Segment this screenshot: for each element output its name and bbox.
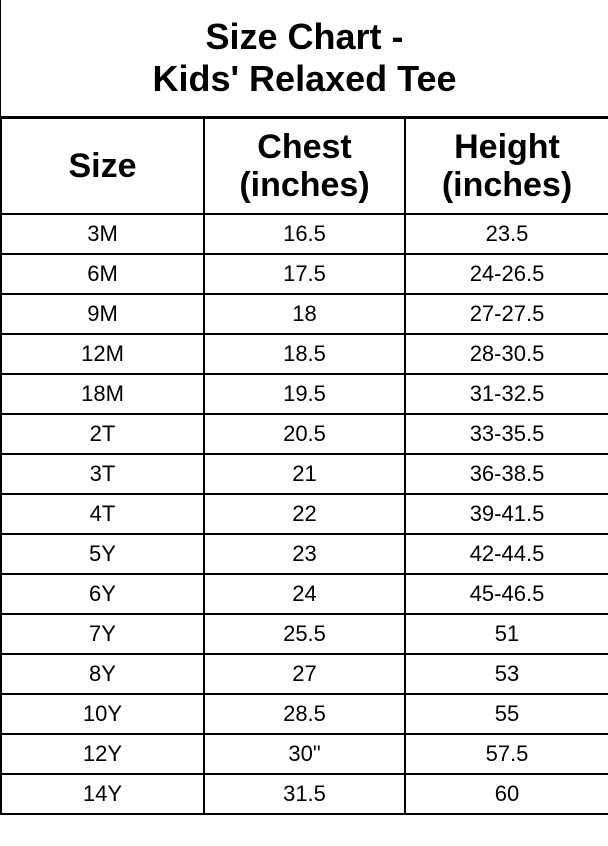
size-cell: 10Y	[0, 693, 205, 735]
table-row: 14Y 31.5 60	[0, 773, 608, 815]
chest-cell: 18	[203, 293, 406, 335]
header-size: Size	[0, 117, 205, 215]
size-cell: 12M	[0, 333, 205, 375]
chest-cell: 27	[203, 653, 406, 695]
size-cell: 14Y	[0, 773, 205, 815]
chest-cell: 21	[203, 453, 406, 495]
height-cell: 33-35.5	[404, 413, 608, 455]
height-cell: 27-27.5	[404, 293, 608, 335]
size-cell: 8Y	[0, 653, 205, 695]
size-cell: 18M	[0, 373, 205, 415]
table-row: 18M 19.5 31-32.5	[0, 373, 608, 415]
chest-cell: 30"	[203, 733, 406, 775]
table-row: 6M 17.5 24-26.5	[0, 253, 608, 295]
height-cell: 42-44.5	[404, 533, 608, 575]
chest-cell: 25.5	[203, 613, 406, 655]
table-row: 6Y 24 45-46.5	[0, 573, 608, 615]
height-cell: 24-26.5	[404, 253, 608, 295]
height-cell: 60	[404, 773, 608, 815]
size-table: Size Chest (inches) Height (inches) 3M 16.5…	[0, 117, 608, 815]
header-chest: Chest (inches)	[203, 117, 406, 215]
chest-cell: 31.5	[203, 773, 406, 815]
height-cell: 23.5	[404, 213, 608, 255]
height-cell: 31-32.5	[404, 373, 608, 415]
header-height: Height (inches)	[404, 117, 608, 215]
size-chart-title: Size Chart - Kids' Relaxed Tee	[0, 0, 608, 118]
table-row: 4T 22 39-41.5	[0, 493, 608, 535]
size-cell: 4T	[0, 493, 205, 535]
table-row: 10Y 28.5 55	[0, 693, 608, 735]
table-row: 5Y 23 42-44.5	[0, 533, 608, 575]
size-cell: 5Y	[0, 533, 205, 575]
chest-cell: 28.5	[203, 693, 406, 735]
table-row: 9M 18 27-27.5	[0, 293, 608, 335]
height-cell: 39-41.5	[404, 493, 608, 535]
size-cell: 7Y	[0, 613, 205, 655]
chest-cell: 24	[203, 573, 406, 615]
height-cell: 28-30.5	[404, 333, 608, 375]
chest-cell: 18.5	[203, 333, 406, 375]
height-cell: 51	[404, 613, 608, 655]
size-cell: 9M	[0, 293, 205, 335]
table-row: 12M 18.5 28-30.5	[0, 333, 608, 375]
title-line-2: Kids' Relaxed Tee	[152, 58, 457, 99]
height-cell: 45-46.5	[404, 573, 608, 615]
title-line-1: Size Chart -	[205, 16, 404, 57]
chest-cell: 19.5	[203, 373, 406, 415]
table-row: 7Y 25.5 51	[0, 613, 608, 655]
height-cell: 57.5	[404, 733, 608, 775]
chest-cell: 22	[203, 493, 406, 535]
size-cell: 12Y	[0, 733, 205, 775]
size-cell: 6M	[0, 253, 205, 295]
chest-cell: 20.5	[203, 413, 406, 455]
size-cell: 6Y	[0, 573, 205, 615]
height-cell: 53	[404, 653, 608, 695]
table-row: 3T 21 36-38.5	[0, 453, 608, 495]
table-row: 8Y 27 53	[0, 653, 608, 695]
chest-cell: 17.5	[203, 253, 406, 295]
table-row: 12Y 30" 57.5	[0, 733, 608, 775]
chest-cell: 16.5	[203, 213, 406, 255]
size-cell: 2T	[0, 413, 205, 455]
height-cell: 36-38.5	[404, 453, 608, 495]
table-row: 2T 20.5 33-35.5	[0, 413, 608, 455]
chest-cell: 23	[203, 533, 406, 575]
height-cell: 55	[404, 693, 608, 735]
header-row: Size Chest (inches) Height (inches)	[0, 117, 608, 215]
size-cell: 3M	[0, 213, 205, 255]
size-cell: 3T	[0, 453, 205, 495]
table-row: 3M 16.5 23.5	[0, 213, 608, 255]
